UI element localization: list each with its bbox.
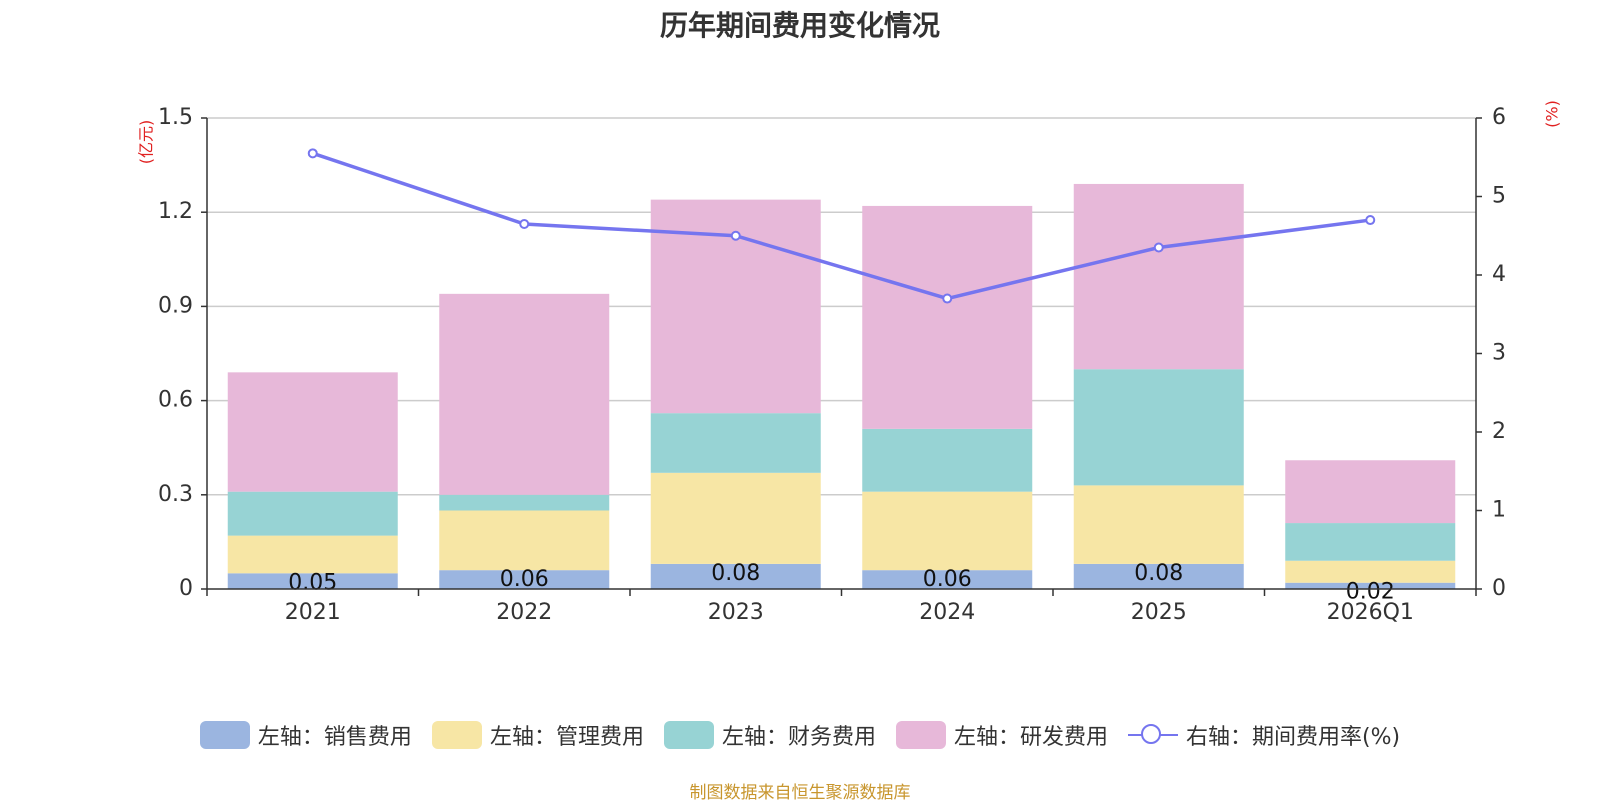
bar-segment-2 — [1285, 523, 1456, 561]
legend-item-sales[interactable]: 左轴：销售费用 — [199, 719, 412, 751]
chart-title: 历年期间费用变化情况 — [659, 9, 940, 42]
expense-rate-point — [730, 230, 741, 241]
legend-label-rd: 左轴：研发费用 — [953, 725, 1108, 750]
bar-data-label: 0.06 — [500, 567, 549, 592]
bar-segment-0 — [227, 573, 398, 589]
x-tick-label: 2023 — [708, 600, 764, 625]
legend-line-icon — [1127, 721, 1178, 749]
bar-segment-3 — [1073, 183, 1244, 370]
bar-labels: 0.05 0.06 0.08 0.06 0.08 0.02 — [288, 561, 1394, 605]
bar-data-label: 0.08 — [711, 561, 760, 586]
y-right-tick-label: 5 — [1492, 184, 1506, 209]
expense-rate-point — [1365, 215, 1376, 226]
expense-rate-line — [312, 151, 1371, 301]
legend-label-admin: 左轴：管理费用 — [489, 725, 644, 750]
legend-label-finance: 左轴：财务费用 — [721, 725, 876, 750]
y-left-tick-label: 1.2 — [158, 199, 193, 224]
line-series — [307, 148, 1376, 304]
bar-segment-0 — [1285, 582, 1456, 589]
y-right-tick-label: 3 — [1492, 341, 1506, 366]
y-right-tick-label: 4 — [1492, 262, 1506, 287]
y-right-axis-label: (%) — [1543, 100, 1562, 128]
y-right-tick-label: 2 — [1492, 419, 1506, 444]
bar-segment-2 — [650, 413, 821, 473]
bar-segment-1 — [227, 535, 398, 574]
bar-segment-3 — [227, 372, 398, 492]
y-right-tick-label: 1 — [1492, 498, 1506, 523]
y-left-axis-label: (亿元) — [137, 120, 156, 165]
bar-segment-1 — [1073, 485, 1244, 564]
x-tick-label: 2025 — [1131, 600, 1187, 625]
y-left-tick-label: 1.5 — [158, 105, 193, 130]
legend-item-expense-rate[interactable]: 右轴：期间费用率(%) — [1127, 719, 1401, 751]
axes: 0 0.3 0.6 0.9 1.2 1.5 0 1 2 3 4 5 6 2021 2022 2023 2024 2… — [137, 100, 1562, 625]
legend-label-sales: 左轴：销售费用 — [257, 725, 412, 750]
legend-swatch-admin — [431, 721, 482, 749]
x-tick-label: 2021 — [285, 600, 341, 625]
y-left-tick-label: 0.9 — [158, 293, 193, 318]
bar-segment-0 — [650, 563, 821, 589]
legend-item-admin[interactable]: 左轴：管理费用 — [431, 719, 644, 751]
expense-rate-point — [307, 148, 318, 159]
legend: 左轴：销售费用 左轴：管理费用 左轴：财务费用 左轴：研发费用 右轴：期间费用率… — [0, 718, 1600, 752]
bar-segment-1 — [650, 472, 821, 564]
x-tick-label: 2026Q1 — [1327, 600, 1414, 625]
bar-data-label: 0.08 — [1134, 561, 1183, 586]
bar-segment-0 — [439, 570, 610, 589]
legend-swatch-sales — [199, 721, 250, 749]
bar-segment-0 — [862, 570, 1033, 589]
bar-segment-2 — [227, 491, 398, 536]
bar-segment-1 — [862, 491, 1033, 571]
y-left-tick-label: 0 — [179, 576, 193, 601]
bar-segment-2 — [1073, 369, 1244, 486]
legend-swatch-rd — [895, 721, 946, 749]
expense-rate-point — [942, 293, 953, 304]
bar-data-label: 0.02 — [1346, 580, 1395, 605]
legend-label-expense-rate: 右轴：期间费用率(%) — [1185, 725, 1401, 750]
bar-segment-3 — [439, 293, 610, 495]
y-right-tick-label: 0 — [1492, 576, 1506, 601]
gridlines — [207, 117, 1476, 496]
data-source-note: 制图数据来自恒生聚源数据库 — [689, 783, 911, 803]
expense-rate-point — [1153, 242, 1164, 253]
bar-segment-0 — [1073, 563, 1244, 589]
legend-item-finance[interactable]: 左轴：财务费用 — [663, 719, 876, 751]
x-tick-label: 2024 — [919, 600, 975, 625]
legend-item-rd[interactable]: 左轴：研发费用 — [895, 719, 1108, 751]
expense-rate-point — [519, 218, 530, 229]
y-left-tick-label: 0.6 — [158, 388, 193, 413]
legend-swatch-finance — [663, 721, 714, 749]
bar-segment-1 — [1285, 560, 1456, 583]
bar-segment-1 — [439, 510, 610, 571]
bar-data-label: 0.05 — [288, 570, 337, 595]
y-left-tick-label: 0.3 — [158, 482, 193, 507]
bar-data-label: 0.06 — [923, 567, 972, 592]
bar-segment-2 — [862, 428, 1033, 492]
bar-segment-3 — [862, 205, 1033, 429]
bar-segment-2 — [439, 494, 610, 511]
bar-series — [227, 183, 1456, 589]
x-tick-label: 2022 — [496, 600, 552, 625]
bar-segment-3 — [1285, 460, 1456, 524]
y-right-tick-label: 6 — [1492, 105, 1506, 130]
